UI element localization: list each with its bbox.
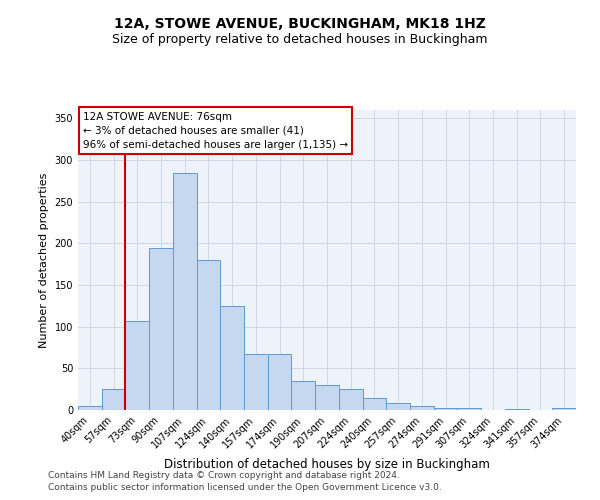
Bar <box>552 408 576 410</box>
Bar <box>386 404 410 410</box>
Bar <box>505 409 529 410</box>
Bar <box>292 381 315 410</box>
Bar <box>339 389 362 410</box>
Bar <box>173 172 197 410</box>
Text: 12A STOWE AVENUE: 76sqm
← 3% of detached houses are smaller (41)
96% of semi-det: 12A STOWE AVENUE: 76sqm ← 3% of detached… <box>83 112 348 150</box>
Text: Contains HM Land Registry data © Crown copyright and database right 2024.: Contains HM Land Registry data © Crown c… <box>48 471 400 480</box>
Bar <box>268 354 292 410</box>
Bar <box>220 306 244 410</box>
Text: Contains public sector information licensed under the Open Government Licence v3: Contains public sector information licen… <box>48 484 442 492</box>
Bar <box>315 385 339 410</box>
Text: 12A, STOWE AVENUE, BUCKINGHAM, MK18 1HZ: 12A, STOWE AVENUE, BUCKINGHAM, MK18 1HZ <box>114 18 486 32</box>
Bar <box>457 408 481 410</box>
Bar <box>362 398 386 410</box>
Bar <box>102 389 125 410</box>
Bar <box>244 354 268 410</box>
Bar <box>149 248 173 410</box>
X-axis label: Distribution of detached houses by size in Buckingham: Distribution of detached houses by size … <box>164 458 490 471</box>
Y-axis label: Number of detached properties: Number of detached properties <box>39 172 49 348</box>
Bar <box>434 408 457 410</box>
Text: Size of property relative to detached houses in Buckingham: Size of property relative to detached ho… <box>112 32 488 46</box>
Bar <box>197 260 220 410</box>
Bar <box>78 406 102 410</box>
Bar <box>410 406 434 410</box>
Bar <box>125 321 149 410</box>
